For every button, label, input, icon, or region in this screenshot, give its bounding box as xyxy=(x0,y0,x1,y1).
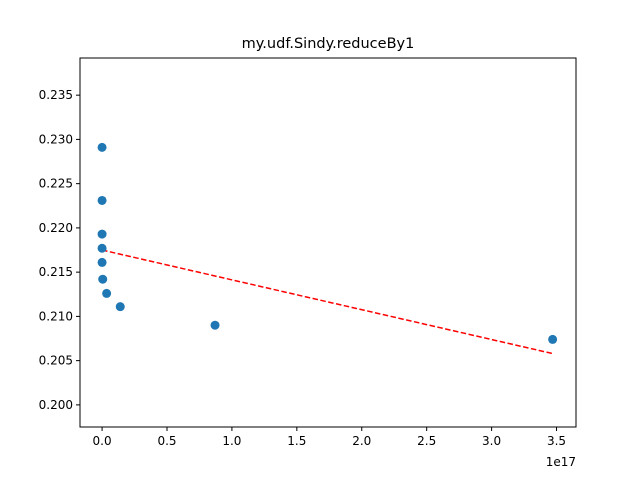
y-tick-label: 0.235 xyxy=(39,88,73,102)
data-point xyxy=(102,288,112,298)
x-tick-label: 0.5 xyxy=(157,434,176,448)
trend-line-group xyxy=(101,249,553,355)
x-tick-label: 1.0 xyxy=(222,434,241,448)
x-tick-label: 0.0 xyxy=(93,434,112,448)
x-tick-label: 1.5 xyxy=(287,434,306,448)
plot-frame xyxy=(79,57,577,428)
y-tick-label: 0.225 xyxy=(39,177,73,191)
trend-line xyxy=(101,249,553,355)
y-tick-label: 0.200 xyxy=(39,398,73,412)
data-point xyxy=(210,320,220,330)
data-point xyxy=(97,142,107,152)
data-point xyxy=(115,302,125,312)
x-tick-label: 3.5 xyxy=(547,434,566,448)
x-tick-label: 2.5 xyxy=(417,434,436,448)
chart-title: my.udf.Sindy.reduceBy1 xyxy=(242,36,415,52)
x-axis: 0.0 0.5 1.0 1.5 2.0 2.5 3.0 3.5 xyxy=(93,427,566,448)
x-tick-label: 2.0 xyxy=(352,434,371,448)
data-points xyxy=(97,142,558,344)
y-axis: 0.200 0.205 0.210 0.215 0.220 0.225 0.230 0.235 xyxy=(39,88,80,412)
data-point xyxy=(98,274,108,284)
y-tick-label: 0.210 xyxy=(39,309,73,323)
data-point xyxy=(97,195,107,205)
x-offset-label: 1e17 xyxy=(546,455,576,469)
data-point xyxy=(97,243,107,253)
data-point xyxy=(97,229,107,239)
y-tick-label: 0.205 xyxy=(39,354,73,368)
x-tick-label: 3.0 xyxy=(482,434,501,448)
y-tick-label: 0.220 xyxy=(39,221,73,235)
y-tick-label: 0.230 xyxy=(39,132,73,146)
data-point xyxy=(548,334,558,344)
data-point xyxy=(97,257,107,267)
y-tick-label: 0.215 xyxy=(39,265,73,279)
